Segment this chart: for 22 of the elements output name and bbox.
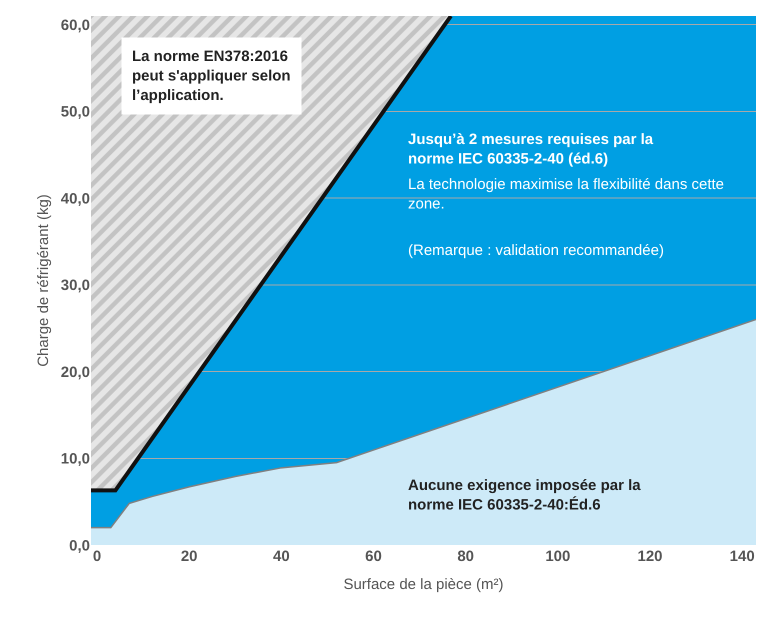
y-tick-label: 20,0 — [60, 364, 90, 381]
x-tick-label: 40 — [272, 548, 290, 565]
annotation: Jusqu’à 2 mesures requises par la norme IEC 60335-2-40 (éd.6) — [408, 131, 654, 168]
annotation: La norme EN378:2016 peut s'appliquer selon l’application. — [132, 48, 291, 104]
annotation: (Remarque : validation recommandée) — [408, 242, 664, 259]
x-tick-label: 60 — [365, 548, 382, 565]
annotation: La technologie maximise la flexibilité dans cette zone. — [408, 176, 724, 212]
x-tick-label: 0 — [92, 548, 102, 565]
y-tick-label: 0,0 — [69, 537, 90, 554]
x-tick-label: 140 — [730, 548, 755, 565]
x-tick-label: 80 — [457, 548, 474, 565]
x-tick-label: 120 — [637, 548, 663, 565]
x-tick-label: 20 — [180, 548, 198, 565]
y-tick-label: 30,0 — [60, 277, 90, 294]
y-axis-title: Charge de réfrigérant (kg) — [35, 194, 52, 367]
x-axis-title: Surface de la pièce (m²) — [343, 576, 504, 593]
annotation: Aucune exigence imposée par la norme IEC 60335-2-40:Éd.6 — [408, 477, 642, 514]
y-tick-label: 40,0 — [60, 190, 90, 208]
y-tick-label: 50,0 — [60, 104, 90, 121]
x-tick-label: 100 — [545, 548, 570, 565]
y-tick-label: 60,0 — [60, 16, 90, 34]
y-tick-label: 10,0 — [60, 450, 90, 468]
